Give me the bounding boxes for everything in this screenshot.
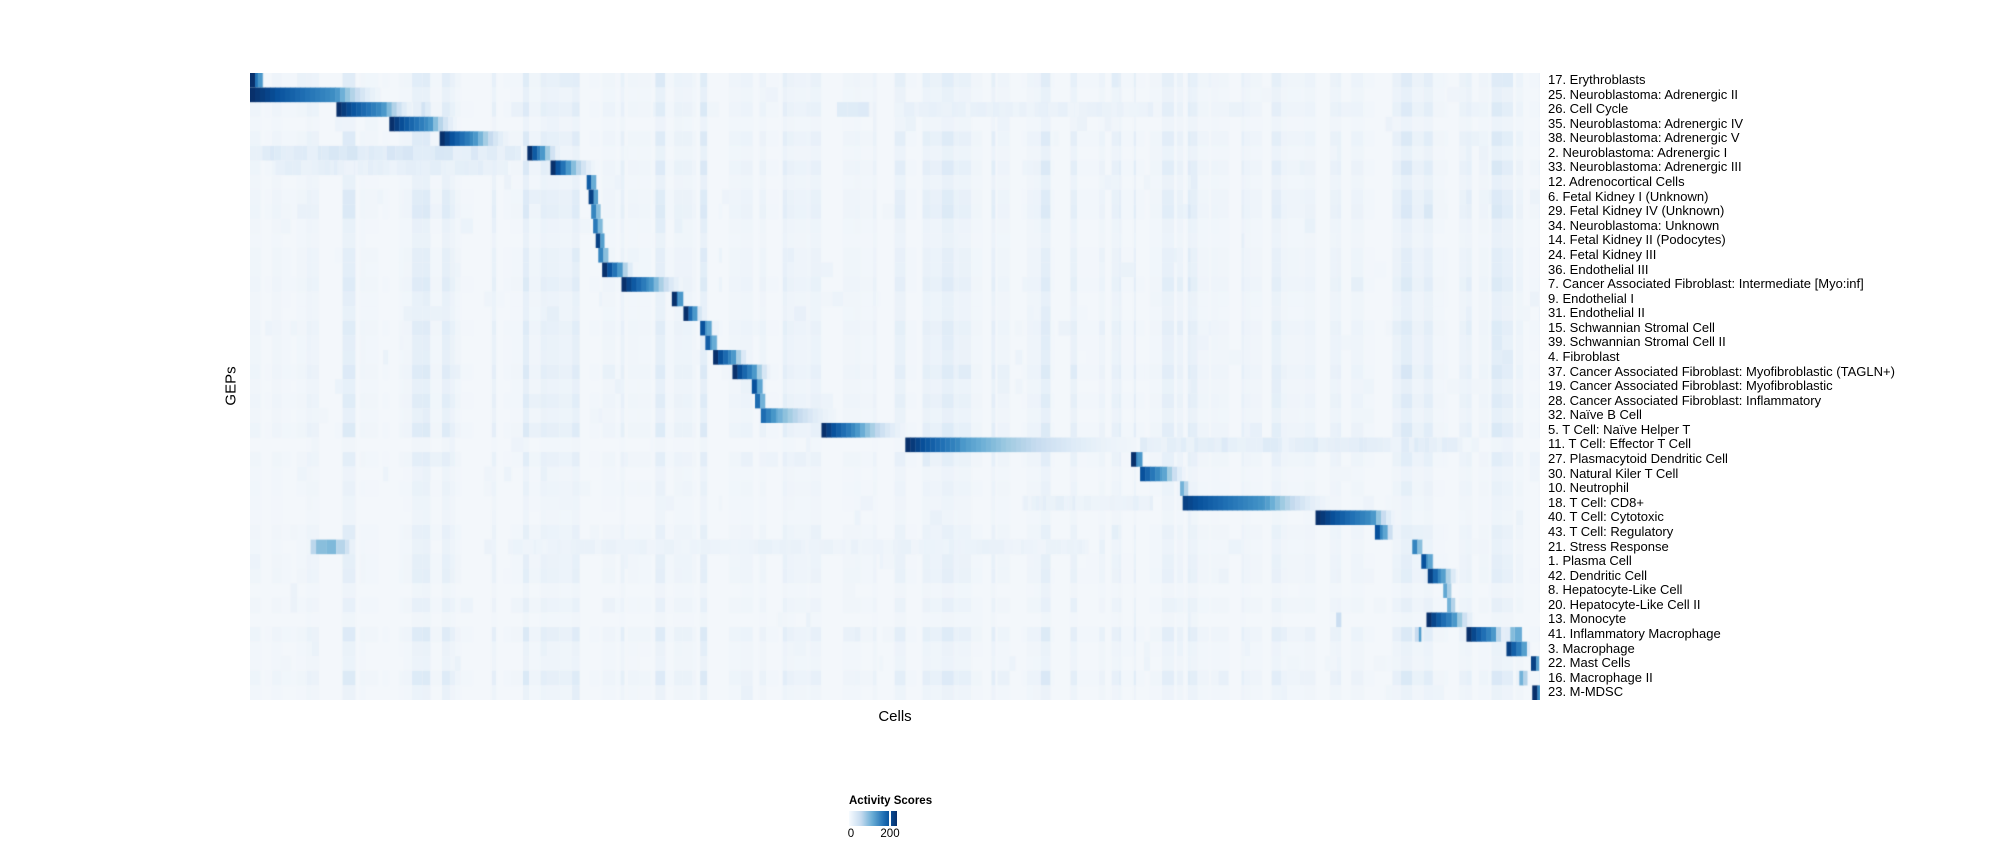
gep-row-label: 3. Macrophage bbox=[1548, 640, 1635, 656]
gep-row-label: 41. Inflammatory Macrophage bbox=[1548, 625, 1721, 641]
gep-row-label: 27. Plasmacytoid Dendritic Cell bbox=[1548, 451, 1728, 467]
gep-row-label: 29. Fetal Kidney IV (Unknown) bbox=[1548, 203, 1725, 219]
gep-row-label: 4. Fibroblast bbox=[1548, 348, 1620, 364]
gep-row-label: 37. Cancer Associated Fibroblast: Myofib… bbox=[1548, 363, 1895, 379]
gep-row-label: 36. Endothelial III bbox=[1548, 261, 1649, 277]
gep-row-label: 35. Neuroblastoma: Adrenergic IV bbox=[1548, 115, 1744, 131]
gep-row-label: 6. Fetal Kidney I (Unknown) bbox=[1548, 188, 1709, 204]
gep-row-label: 19. Cancer Associated Fibroblast: Myofib… bbox=[1548, 378, 1833, 394]
gep-row-label: 10. Neutrophil bbox=[1548, 480, 1629, 496]
gep-row-label: 25. Neuroblastoma: Adrenergic II bbox=[1548, 86, 1739, 102]
gep-row-label: 24. Fetal Kidney III bbox=[1548, 246, 1657, 262]
gep-row-label: 1. Plasma Cell bbox=[1548, 553, 1632, 569]
legend-gradient-bar bbox=[849, 811, 897, 826]
gep-row-label: 21. Stress Response bbox=[1548, 538, 1669, 554]
gep-labels: 17. Erythroblasts 25. Neuroblastoma: Adre… bbox=[1548, 72, 1895, 700]
gep-row-label: 15. Schwannian Stromal Cell bbox=[1548, 319, 1715, 335]
gep-row-label: 23. M-MDSC bbox=[1548, 684, 1624, 700]
gep-row-label: 39. Schwannian Stromal Cell II bbox=[1548, 334, 1726, 350]
gep-row-label: 11. T Cell: Effector T Cell bbox=[1548, 436, 1692, 452]
gep-row-label: 18. T Cell: CD8+ bbox=[1548, 494, 1644, 510]
legend-tick-mark bbox=[889, 811, 891, 826]
gep-row-label: 34. Neuroblastoma: Unknown bbox=[1548, 217, 1720, 233]
gep-row-label: 13. Monocyte bbox=[1548, 611, 1627, 627]
gep-row-label: 43. T Cell: Regulatory bbox=[1548, 523, 1674, 539]
x-axis-label: Cells bbox=[878, 708, 912, 725]
legend-title: Activity Scores bbox=[849, 795, 933, 807]
gep-row-label: 9. Endothelial I bbox=[1548, 290, 1635, 306]
gep-row-label: 33. Neuroblastoma: Adrenergic III bbox=[1548, 159, 1742, 175]
legend: Activity Scores 0 200 bbox=[847, 795, 933, 842]
legend-tick-min: 0 bbox=[847, 828, 855, 840]
gep-row-label: 28. Cancer Associated Fibroblast: Inflam… bbox=[1548, 392, 1822, 408]
gep-row-label: 17. Erythroblasts bbox=[1548, 72, 1646, 87]
legend-tick-labels: 0 200 bbox=[847, 828, 932, 842]
gep-row-label: 32. Naïve B Cell bbox=[1548, 407, 1642, 423]
gep-row-label: 22. Mast Cells bbox=[1548, 655, 1631, 671]
gep-row-label: 40. T Cell: Cytotoxic bbox=[1548, 509, 1664, 525]
gep-row-label: 20. Hepatocyte-Like Cell II bbox=[1548, 596, 1701, 612]
gep-row-label: 12. Adrenocortical Cells bbox=[1548, 174, 1685, 190]
gep-row-label: 16. Macrophage II bbox=[1548, 669, 1653, 685]
gep-row-label: 2. Neuroblastoma: Adrenergic I bbox=[1548, 144, 1728, 160]
gep-row-label: 8. Hepatocyte-Like Cell bbox=[1548, 582, 1683, 598]
gep-row-label: 38. Neuroblastoma: Adrenergic V bbox=[1548, 130, 1740, 146]
heatmap bbox=[250, 73, 1540, 700]
y-axis-label: GEPs bbox=[222, 366, 240, 406]
gep-row-label: 5. T Cell: Naïve Helper T bbox=[1548, 421, 1691, 437]
gep-row-label: 30. Natural Kiler T Cell bbox=[1548, 465, 1679, 481]
gep-row-label: 26. Cell Cycle bbox=[1548, 101, 1629, 117]
legend-tick-max: 200 bbox=[880, 828, 900, 840]
gep-row-label: 14. Fetal Kidney II (Podocytes) bbox=[1548, 232, 1726, 248]
gep-row-label: 42. Dendritic Cell bbox=[1548, 567, 1647, 583]
gep-row-label: 31. Endothelial II bbox=[1548, 305, 1645, 321]
gep-row-label: 7. Cancer Associated Fibroblast: Interme… bbox=[1548, 276, 1864, 292]
